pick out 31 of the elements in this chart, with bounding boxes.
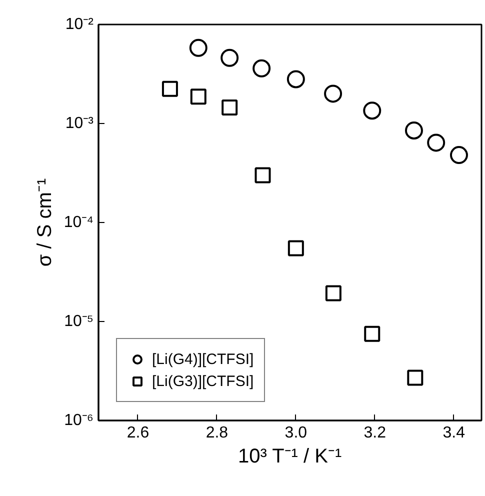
y-axis-title: σ / S cm⁻¹ xyxy=(34,178,56,267)
point xyxy=(190,88,206,105)
point xyxy=(254,167,271,184)
point xyxy=(222,100,238,116)
legend-label: [Li(G3)][CTFSI] xyxy=(152,372,254,390)
point xyxy=(324,84,342,103)
x-tick-label: 3.4 xyxy=(442,424,466,442)
y-tick-label: 10⁻⁶ xyxy=(64,412,94,429)
point xyxy=(220,48,239,67)
point xyxy=(450,146,468,164)
point xyxy=(162,80,178,97)
x-tick-label: 3.0 xyxy=(284,424,308,442)
point xyxy=(252,59,271,78)
point xyxy=(404,122,423,140)
x-axis-title: 10³ T⁻¹ / K⁻¹ xyxy=(238,446,342,468)
x-tick-label: 2.6 xyxy=(126,424,150,442)
point xyxy=(364,326,380,342)
y-tick-label: 10⁻³ xyxy=(65,115,94,132)
point xyxy=(189,38,208,57)
point xyxy=(286,70,305,88)
y-tick-label: 10⁻⁴ xyxy=(64,214,94,231)
point xyxy=(363,102,382,120)
y-tick-label: 10⁻⁵ xyxy=(64,313,94,330)
x-tick-label: 2.8 xyxy=(206,424,228,442)
y-tick-label: 10⁻² xyxy=(65,16,94,33)
point xyxy=(325,285,342,302)
legend-label: [Li(G4)][CTFSI] xyxy=(152,350,254,368)
x-tick-label: 3.2 xyxy=(364,424,386,442)
point xyxy=(288,240,304,256)
point xyxy=(427,134,446,152)
point xyxy=(407,370,424,386)
